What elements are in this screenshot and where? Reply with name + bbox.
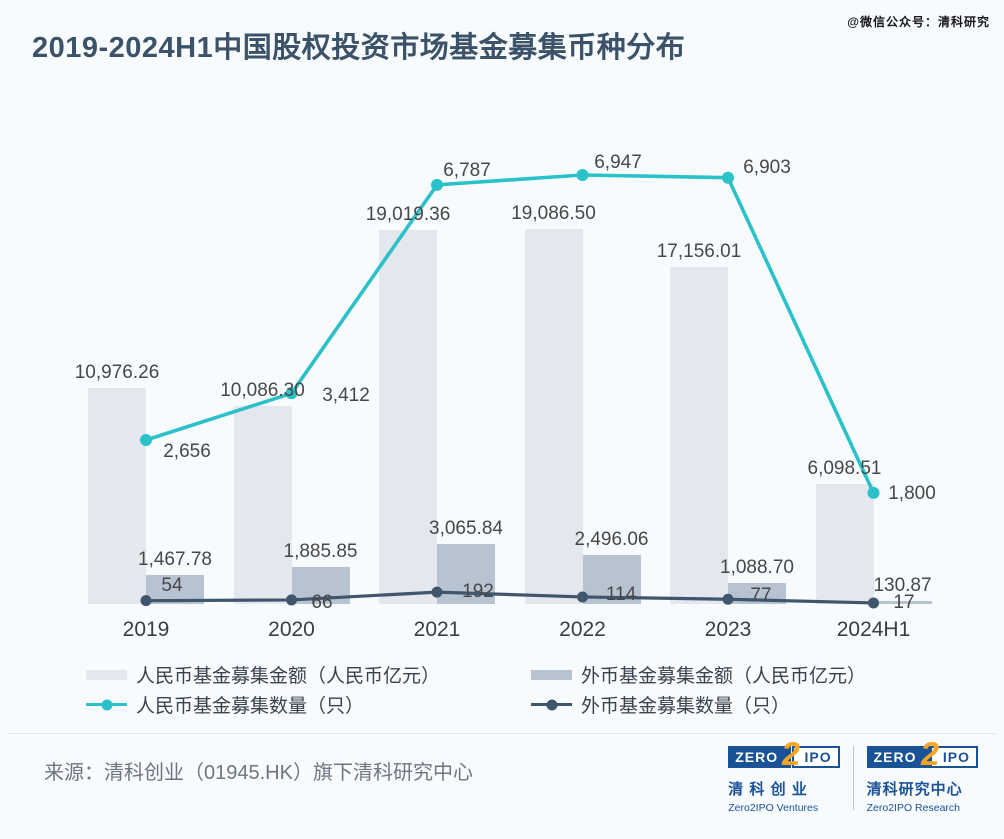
legend-item-fx-count: 外币基金募集数量（只） [531, 691, 790, 718]
label-fx-amount-2020: 1,885.85 [283, 540, 358, 562]
label-rmb-amount-2019: 10,976.26 [74, 362, 160, 384]
bar-rmb-amount-2020 [233, 405, 292, 604]
x-tick-2024H1: 2024H1 [836, 618, 911, 641]
x-tick-2021: 2021 [413, 618, 461, 641]
point-rmb-count-2021 [431, 178, 443, 191]
label-fx-amount-2022: 2,496.06 [574, 528, 649, 550]
line-fx-count [144, 590, 876, 605]
label-fx-count-2023: 77 [750, 585, 772, 606]
point-fx-count-2020 [286, 594, 297, 606]
label-fx-amount-2024H1: 130.87 [873, 575, 932, 597]
x-tick-2022: 2022 [559, 618, 606, 641]
logo-en-name: Zero2IPO Research [866, 802, 960, 814]
brand-logos: ZERO 2 IPO 清 科 创 业 Zero2IPO Ventures ZER… [728, 735, 978, 814]
label-fx-count-2024H1: 17 [893, 592, 915, 613]
logo-zero-box: ZERO [866, 746, 930, 768]
line-series-layer [140, 169, 880, 609]
point-fx-count-2023 [722, 593, 734, 605]
label-fx-amount-2023: 1,088.70 [720, 556, 794, 578]
point-fx-count-2019 [140, 595, 152, 607]
point-rmb-count-2022 [576, 169, 589, 181]
label-rmb-amount-2020: 10,086.30 [220, 379, 305, 401]
legend-swatch-rmb-amount [86, 669, 127, 680]
legend-label-rmb-count: 人民币基金募集数量（只） [136, 696, 365, 717]
source-note: 来源：清科创业（01945.HK）旗下清科研究中心 [44, 762, 473, 784]
label-rmb-amount-2021: 19,019.36 [365, 204, 451, 226]
logo-ipo-box: IPO [929, 746, 978, 768]
label-fx-amount-2021: 3,065.84 [429, 517, 503, 539]
bar-rmb-amount-2023 [670, 266, 728, 604]
logo-zero2ipo-ventures: ZERO 2 IPO 清 科 创 业 Zero2IPO Ventures [728, 735, 840, 814]
label-fx-amount-2019: 1,467.78 [138, 549, 212, 571]
x-tick-2023: 2023 [704, 618, 752, 641]
logo-cn-name: 清 科 创 业 [728, 781, 808, 798]
wechat-watermark: @微信公众号：清科研究 [847, 15, 990, 29]
logo-en-name: Zero2IPO Ventures [728, 802, 819, 814]
legend-swatch-fx-count [531, 699, 572, 710]
legend-label-fx-amount: 外币基金募集金额（人民币亿元） [581, 666, 867, 687]
label-rmb-amount-2023: 17,156.01 [656, 240, 742, 262]
legend-item-fx-amount: 外币基金募集金额（人民币亿元） [531, 661, 866, 688]
point-rmb-count-2020 [285, 387, 298, 400]
logo-two-glyph: 2 [779, 735, 804, 772]
combo-chart: 10,976.26 10,086.30 19,019.36 19,086.50 17,1… [74, 152, 936, 641]
page-title: 2019-2024H1中国股权投资市场基金募集币种分布 [32, 32, 686, 64]
label-fx-count-2019: 54 [161, 575, 183, 596]
logo-zero-box: ZERO [728, 746, 792, 768]
label-rmb-count-2020: 3,412 [322, 385, 370, 406]
point-rmb-count-2019 [140, 433, 152, 446]
logo-ipo-box: IPO [791, 746, 840, 768]
bar-rmb-amount-2019 [88, 388, 146, 604]
point-fx-count-2024H1 [868, 597, 879, 609]
bar-rmb-amount-2022 [524, 229, 583, 604]
x-tick-2020: 2020 [268, 618, 315, 641]
legend-label-rmb-amount: 人民币基金募集金额（人民币亿元） [136, 666, 441, 687]
label-rmb-count-2024H1: 1,800 [888, 483, 936, 504]
label-rmb-count-2023: 6,903 [743, 157, 791, 178]
legend-label-fx-count: 外币基金募集数量（只） [581, 696, 791, 717]
legend-dot-rmb-count [101, 699, 112, 710]
logo-two-glyph: 2 [917, 735, 942, 772]
legend-swatch-fx-amount [531, 669, 572, 680]
bar-rmb-amount-2024H1 [815, 484, 874, 604]
label-fx-count-2022: 114 [605, 584, 637, 605]
logo-separator [852, 746, 854, 810]
footer-divider [8, 733, 996, 734]
logo-cn-name: 清科研究中心 [866, 781, 963, 798]
bar-rmb-amount-2021 [379, 230, 437, 604]
label-rmb-count-2021: 6,787 [443, 160, 491, 181]
label-rmb-amount-2024H1: 6,098.51 [807, 458, 882, 480]
legend-item-rmb-count: 人民币基金募集数量（只） [86, 691, 364, 718]
legend-swatch-rmb-count [86, 699, 127, 710]
label-rmb-amount-2022: 19,086.50 [511, 203, 596, 224]
zero2ipo-logo-mark: ZERO 2 IPO [728, 735, 840, 772]
label-rmb-count-2022: 6,947 [594, 152, 642, 173]
x-tick-2019: 2019 [122, 618, 170, 641]
label-rmb-count-2019: 2,656 [163, 441, 211, 462]
label-fx-count-2021: 192 [462, 581, 494, 602]
logo-zero2ipo-research: ZERO 2 IPO 清科研究中心 Zero2IPO Research [866, 735, 978, 814]
label-fx-count-2020: 66 [311, 592, 333, 613]
bar-fx-amount-2024H1 [873, 601, 932, 604]
point-fx-count-2021 [431, 586, 443, 598]
point-rmb-count-2023 [722, 171, 734, 184]
point-fx-count-2022 [577, 591, 588, 603]
point-rmb-count-2024H1 [867, 486, 880, 499]
zero2ipo-logo-mark: ZERO 2 IPO [866, 735, 978, 772]
legend-dot-fx-count [546, 699, 557, 710]
legend-item-rmb-amount: 人民币基金募集金额（人民币亿元） [86, 661, 440, 688]
line-rmb-count [144, 173, 876, 495]
